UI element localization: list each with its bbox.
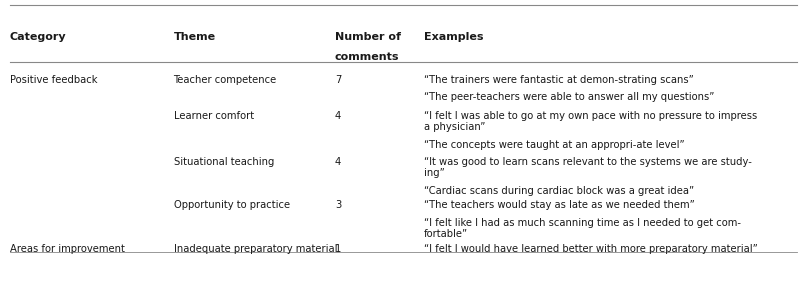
Text: 7: 7 <box>335 75 341 85</box>
Text: a physician”: a physician” <box>424 122 485 133</box>
Text: Inadequate preparatory material: Inadequate preparatory material <box>174 244 337 254</box>
Text: “I felt I was able to go at my own pace with no pressure to impress: “I felt I was able to go at my own pace … <box>424 111 757 121</box>
Text: Category: Category <box>10 32 66 42</box>
Text: fortable”: fortable” <box>424 229 468 239</box>
Text: Teacher competence: Teacher competence <box>174 75 277 85</box>
Text: “The concepts were taught at an appropri-ate level”: “The concepts were taught at an appropri… <box>424 140 684 150</box>
Text: 4: 4 <box>335 111 341 121</box>
Text: “The peer-teachers were able to answer all my questions”: “The peer-teachers were able to answer a… <box>424 92 714 103</box>
Text: Theme: Theme <box>174 32 215 42</box>
Text: “It was good to learn scans relevant to the systems we are study-: “It was good to learn scans relevant to … <box>424 157 751 167</box>
Text: Examples: Examples <box>424 32 483 42</box>
Text: 1: 1 <box>335 244 341 254</box>
Text: ing”: ing” <box>424 169 445 178</box>
Text: “The teachers would stay as late as we needed them”: “The teachers would stay as late as we n… <box>424 200 695 210</box>
Text: comments: comments <box>335 52 399 62</box>
Text: Positive feedback: Positive feedback <box>10 75 97 85</box>
Text: Situational teaching: Situational teaching <box>174 157 274 167</box>
Text: Opportunity to practice: Opportunity to practice <box>174 200 290 210</box>
Text: “The trainers were fantastic at demon-strating scans”: “The trainers were fantastic at demon-st… <box>424 75 693 85</box>
Text: “I felt like I had as much scanning time as I needed to get com-: “I felt like I had as much scanning time… <box>424 218 741 227</box>
Text: Learner comfort: Learner comfort <box>174 111 253 121</box>
Text: 3: 3 <box>335 200 341 210</box>
Text: Areas for improvement: Areas for improvement <box>10 244 124 254</box>
Text: “I felt I would have learned better with more preparatory material”: “I felt I would have learned better with… <box>424 244 758 254</box>
Text: Number of: Number of <box>335 32 401 42</box>
Text: 4: 4 <box>335 157 341 167</box>
Text: “Cardiac scans during cardiac block was a great idea”: “Cardiac scans during cardiac block was … <box>424 186 694 196</box>
